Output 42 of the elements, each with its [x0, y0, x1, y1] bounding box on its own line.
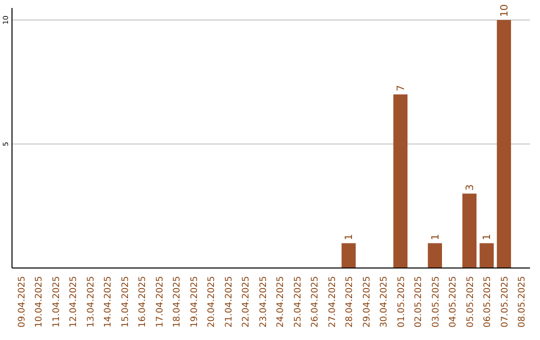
x-tick-label: 23.04.2025 — [258, 276, 269, 328]
data-label: 7 — [396, 85, 407, 92]
x-tick-label: 17.04.2025 — [155, 276, 166, 328]
x-tick-label: 10.04.2025 — [34, 276, 45, 328]
x-tick-label: 30.04.2025 — [380, 276, 390, 328]
x-tick-label: 28.04.2025 — [345, 276, 356, 328]
x-tick-label: 15.04.2025 — [120, 276, 131, 328]
x-tick-label: 19.04.2025 — [190, 276, 200, 328]
x-tick-label: 05.05.2025 — [466, 276, 476, 328]
x-tick-label: 08.05.2025 — [518, 276, 528, 328]
x-tick-label: 16.04.2025 — [138, 276, 148, 328]
x-tick-label: 03.05.2025 — [431, 276, 442, 328]
bar — [496, 20, 512, 268]
bar — [480, 243, 494, 268]
x-tick-label: 26.04.2025 — [310, 276, 321, 328]
data-label: 3 — [464, 184, 476, 191]
x-tick-label: 22.04.2025 — [242, 276, 252, 328]
x-tick-label: 13.04.2025 — [86, 276, 96, 328]
x-tick-label: 24.04.2025 — [276, 276, 286, 328]
x-tick-label: 29.04.2025 — [362, 276, 372, 328]
x-tick-label: 02.05.2025 — [414, 276, 424, 328]
data-label: 10 — [499, 4, 510, 17]
bar — [342, 243, 356, 268]
x-tick-label: 11.04.2025 — [52, 276, 62, 328]
x-tick-label: 01.05.2025 — [396, 276, 407, 328]
data-label: 1 — [344, 234, 356, 240]
data-label: 1 — [482, 234, 494, 240]
x-tick-label: 06.05.2025 — [483, 276, 494, 328]
bar — [393, 94, 408, 268]
bar — [428, 243, 442, 268]
x-tick-label: 25.04.2025 — [293, 276, 304, 328]
x-tick-label: 18.04.2025 — [172, 276, 183, 328]
x-tick-label: 09.04.2025 — [17, 276, 28, 328]
x-tick-label: 07.05.2025 — [500, 276, 510, 328]
x-tick-label: 27.04.2025 — [328, 276, 338, 328]
bar — [462, 194, 477, 268]
x-tick-label: 14.04.2025 — [104, 276, 114, 328]
x-tick-label: 04.05.2025 — [448, 276, 459, 328]
data-label: 1 — [430, 234, 442, 240]
x-tick-label: 20.04.2025 — [207, 276, 218, 328]
x-tick-label: 21.04.2025 — [224, 276, 234, 328]
x-tick-label: 12.04.2025 — [69, 276, 80, 328]
